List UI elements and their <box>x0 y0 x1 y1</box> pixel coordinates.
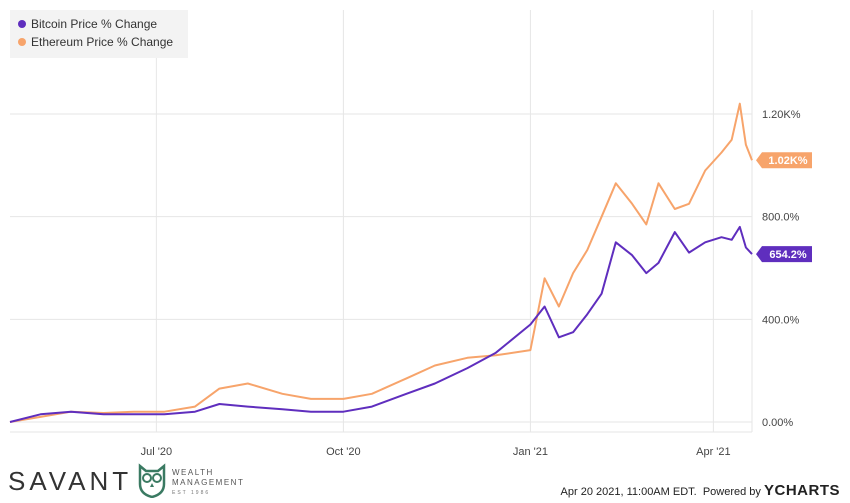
source-footer: Apr 20 2021, 11:00AM EDT. Powered by YCH… <box>561 482 840 499</box>
y-tick-label: 0.00% <box>762 417 793 429</box>
timestamp: Apr 20 2021, 11:00AM EDT. <box>560 486 697 498</box>
grid-lines <box>10 10 753 433</box>
powered-by-label: Powered by <box>702 486 761 498</box>
brand-subtitle: WEALTH MANAGEMENT <box>172 468 244 488</box>
brand-subtitle-line2: MANAGEMENT <box>172 478 245 487</box>
owl-logo-icon <box>138 463 166 498</box>
x-tick-label: Jan '21 <box>513 446 548 458</box>
x-tick-label: Jul '20 <box>141 446 172 458</box>
axis-ticks: 0.00% 400.0% 800.0% 1.20K% Jul '20 Oct '20 Jan… <box>141 109 801 458</box>
ethereum-end-tag <box>756 152 812 169</box>
ethereum-series-line <box>9 102 753 423</box>
brand-established: EST 1986 <box>172 490 211 496</box>
legend-label-ethereum: Ethereum Price % Change <box>31 35 174 49</box>
ethereum-legend-dot <box>18 38 26 46</box>
x-tick-label: Oct '20 <box>326 446 361 458</box>
bitcoin-series-line <box>9 225 753 423</box>
ethereum-end-label: 1.02K% <box>768 155 807 167</box>
ycharts-logo[interactable]: YCHARTS <box>763 482 840 499</box>
series-lines <box>9 102 753 423</box>
y-tick-label: 400.0% <box>762 314 800 326</box>
brand-subtitle-line1: WEALTH <box>172 468 214 477</box>
y-tick-label: 1.20K% <box>762 109 801 121</box>
brand-footer: SAVANT WEALTH MANAGEMENT EST 1986 <box>8 460 308 500</box>
legend-item-bitcoin[interactable]: Bitcoin Price % Change <box>18 17 157 31</box>
x-tick-label: Apr '21 <box>696 446 731 458</box>
brand-name: SAVANT <box>8 466 133 496</box>
legend: Bitcoin Price % Change Ethereum Price % … <box>10 10 188 58</box>
end-labels: 654.2% 1.02K% <box>756 152 812 263</box>
legend-item-ethereum[interactable]: Ethereum Price % Change <box>18 35 173 49</box>
legend-label-bitcoin: Bitcoin Price % Change <box>31 17 158 31</box>
bitcoin-end-tag <box>756 246 812 263</box>
bitcoin-legend-dot <box>18 20 26 28</box>
bitcoin-end-label: 654.2% <box>769 249 807 261</box>
y-tick-label: 800.0% <box>762 212 800 224</box>
